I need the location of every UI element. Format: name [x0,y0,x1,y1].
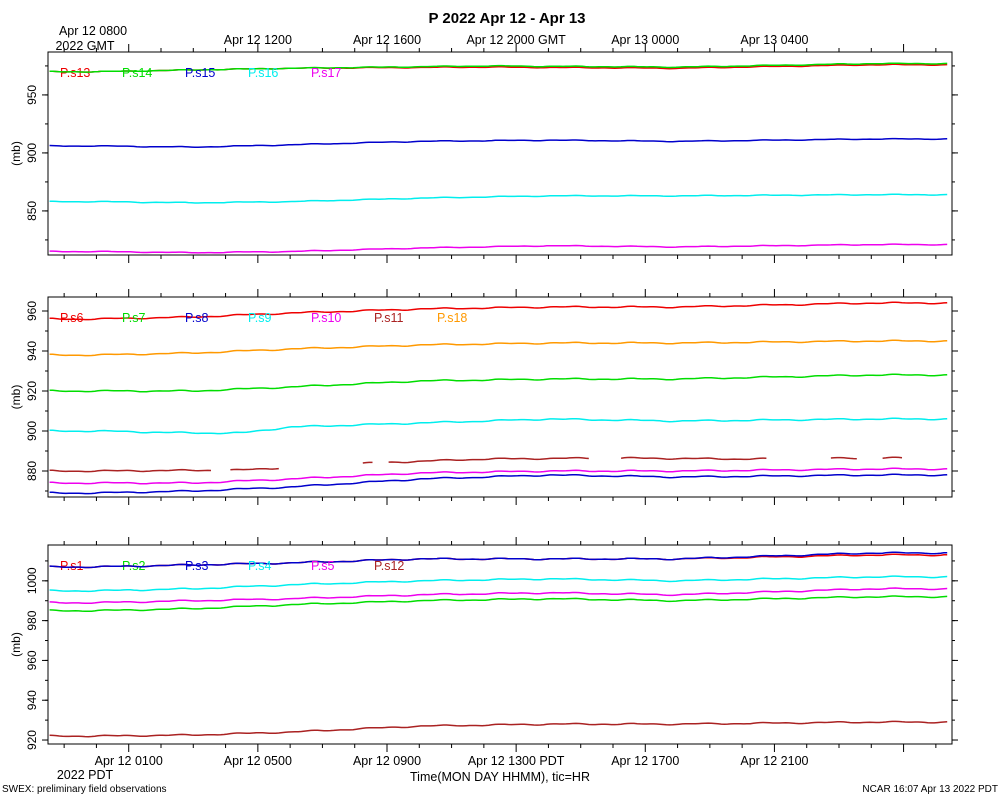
series-line-P.s11 [49,468,212,473]
pdt-tick-label: Apr 12 1300 PDT [468,754,565,768]
legend-entry-P.s10: P.s10 [311,311,341,325]
x-axis-label: Time(MON DAY HHMM), tic=HR [410,770,590,784]
plot-frame [47,296,953,498]
series-line-P.s17 [49,243,948,254]
series-line-P.s11 [388,456,589,464]
y-tick-label: 960 [25,301,39,321]
y-tick-label: 900 [25,421,39,441]
pdt-tick-label: Apr 12 0100 [95,754,163,768]
series-line-P.s3 [49,551,948,569]
legend-entry-P.s16: P.s16 [248,66,278,80]
legend-entry-P.s13: P.s13 [60,66,90,80]
series-line-P.s5 [49,587,948,605]
pdt-tick-label: Apr 12 0900 [353,754,421,768]
series-line-P.s15 [49,137,948,149]
legend-entry-P.s7: P.s7 [122,311,145,325]
series-line-P.s7 [49,373,948,393]
series-line-P.s2 [49,595,948,613]
plot-frame [47,544,953,745]
series-line-P.s11 [230,467,279,471]
gmt-origin-label: Apr 12 0800 [59,24,127,38]
plot-frame [47,51,953,256]
legend-entry-P.s8: P.s8 [185,311,208,325]
y-tick-label: 880 [25,461,39,481]
legend-entry-P.s12: P.s12 [374,559,404,573]
y-tick-label: 1000 [25,567,39,594]
series-line-P.s18 [49,339,948,357]
legend-entry-P.s15: P.s15 [185,66,215,80]
footer-note-right: NCAR 16:07 Apr 13 2022 PDT [862,784,998,795]
legend-entry-P.s3: P.s3 [185,559,208,573]
y-tick-label: 920 [25,730,39,750]
gmt-tick-label: Apr 13 0000 [611,33,679,47]
series-line-P.s9 [49,417,948,435]
y-tick-label: 940 [25,341,39,361]
gmt-tick-label: Apr 12 1600 [353,33,421,47]
series-line-P.s4 [49,575,948,593]
legend-entry-P.s4: P.s4 [248,559,271,573]
y-tick-label: 940 [25,690,39,710]
legend-entry-P.s11: P.s11 [374,311,403,325]
series-line-P.s14 [49,62,948,73]
panel-2: 880 900 920 940 960 (mb) P.s6 P.s7 P.s8 P.s9 P.s10… [9,289,958,505]
y-tick-label: 920 [25,381,39,401]
series-line-P.s11 [882,456,903,459]
legend-entry-P.s6: P.s6 [60,311,83,325]
series-line-P.s11 [362,461,373,464]
pdt-tick-label: Apr 12 1700 [611,754,679,768]
footer-note-left: SWEX: preliminary field observations [2,784,167,795]
pdt-tick-label: Apr 12 2100 [740,754,808,768]
y-tick-label: 960 [25,650,39,670]
legend-entry-P.s1: P.s1 [60,559,83,573]
y-tick-label: 900 [25,143,39,163]
legend-entry-P.s14: P.s14 [122,66,152,80]
series-line-P.s6 [49,301,948,321]
series-line-P.s11 [830,456,857,460]
gmt-tick-label: Apr 12 1200 [224,33,292,47]
legend-entry-P.s9: P.s9 [248,311,271,325]
series-line-P.s12 [49,720,948,738]
legend-entry-P.s17: P.s17 [311,66,341,80]
series-line-P.s8 [49,473,948,495]
y-axis-label: (mb) [9,141,23,166]
gmt-tick-label: Apr 12 2000 GMT [466,33,566,47]
y-tick-label: 950 [25,85,39,105]
series-line-P.s10 [49,467,948,485]
pdt-tick-label: Apr 12 0500 [224,754,292,768]
y-tick-label: 980 [25,610,39,630]
pdt-origin-sublabel: 2022 PDT [57,768,114,782]
y-axis-label: (mb) [9,632,23,657]
legend-entry-P.s5: P.s5 [311,559,334,573]
gmt-origin-sublabel: 2022 GMT [55,39,114,53]
gmt-tick-label: Apr 13 0400 [740,33,808,47]
y-tick-label: 850 [25,201,39,221]
series-line-P.s11 [621,456,767,461]
legend-entry-P.s18: P.s18 [437,311,467,325]
y-axis-label: (mb) [9,385,23,410]
series-line-P.s16 [49,193,948,204]
panel-1: 850 900 950 (mb) P.s13 P.s14 P.s15 P.s16 P.s17 [9,44,958,263]
chart-title: P 2022 Apr 12 - Apr 13 [428,10,585,27]
